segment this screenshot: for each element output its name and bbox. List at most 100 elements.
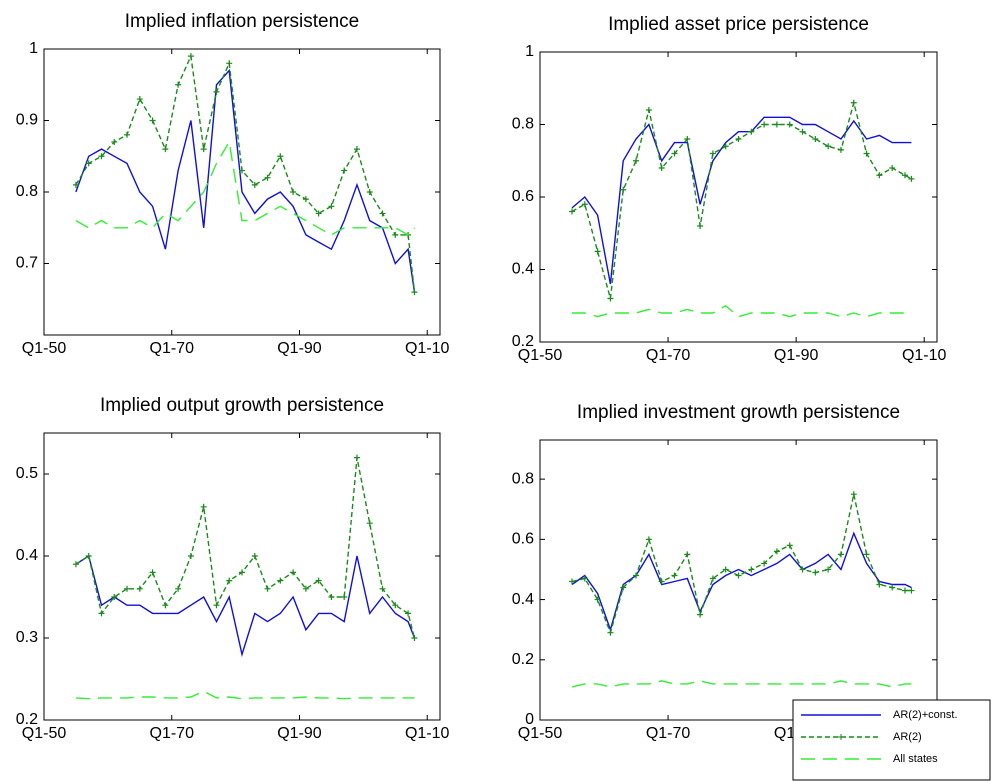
series-marker: [850, 491, 857, 498]
series-marker: [85, 160, 92, 167]
series-line: [75, 139, 416, 236]
x-tick-label: Q1-50: [22, 340, 67, 357]
series-marker: [405, 610, 412, 617]
series-marker: [786, 542, 793, 549]
series-marker: [908, 175, 915, 182]
series-marker: [226, 60, 233, 67]
series-marker: [748, 566, 755, 573]
chart-title: Implied inflation persistence: [125, 11, 359, 32]
x-tick-label: Q1-90: [277, 725, 322, 742]
series-marker: [111, 138, 118, 145]
chart-title: Implied asset price persistence: [608, 14, 869, 35]
series-line: [571, 100, 912, 299]
series-marker: [671, 572, 678, 579]
series-marker: [569, 208, 576, 215]
series-marker: [799, 566, 806, 573]
chart-title: Implied investment growth persistence: [577, 402, 900, 423]
plot-area: [539, 51, 938, 343]
y-tick-label: 0.8: [16, 183, 38, 200]
series-marker: [684, 136, 691, 142]
series-marker: [825, 143, 832, 150]
x-tick-label: Q1-10: [902, 347, 947, 364]
series-marker: [226, 577, 233, 584]
series-marker: [302, 585, 309, 592]
series-line: [571, 494, 912, 635]
series-marker: [366, 520, 373, 527]
series-marker: [569, 578, 576, 585]
y-tick-label: 0.5: [16, 465, 38, 482]
series-marker: [850, 99, 857, 106]
series-marker: [341, 167, 348, 174]
series-marker: [594, 248, 601, 255]
y-tick-label: 0.8: [512, 116, 534, 133]
series-marker: [239, 167, 245, 174]
series-marker: [799, 128, 806, 135]
series-marker: [812, 569, 819, 576]
series-marker: [239, 569, 245, 576]
legend-marker: [838, 734, 844, 740]
x-tick-label: Q1-90: [774, 347, 819, 364]
series-marker: [251, 553, 258, 559]
series-marker: [908, 587, 915, 594]
series-marker: [136, 96, 143, 103]
series-marker: [290, 189, 297, 195]
series-marker: [581, 575, 588, 582]
series-line: [75, 68, 416, 293]
x-tick-label: Q1-50: [518, 347, 563, 364]
x-tick-label: Q1-50: [518, 725, 563, 742]
series-marker: [290, 569, 297, 576]
series-marker: [633, 572, 640, 579]
series-marker: [187, 53, 194, 60]
series-marker: [411, 635, 418, 641]
series-marker: [136, 585, 143, 592]
series-marker: [149, 569, 156, 576]
series-marker: [277, 577, 284, 584]
series-marker: [72, 561, 79, 568]
series-line: [75, 457, 416, 639]
series-marker: [684, 551, 691, 558]
series-marker: [697, 223, 704, 229]
x-tick-label: Q1-70: [646, 347, 691, 364]
series-marker: [633, 157, 640, 164]
series-marker: [645, 536, 652, 543]
series-marker: [645, 107, 652, 113]
legend: AR(2)+const. AR(2) All states: [792, 699, 991, 781]
series-marker: [264, 585, 271, 592]
series-marker: [837, 146, 844, 153]
chart-title: Implied output growth persistence: [100, 395, 384, 416]
series-marker: [722, 566, 729, 573]
series-marker: [213, 602, 220, 609]
series-marker: [735, 136, 742, 142]
series-marker: [187, 553, 194, 559]
series-marker: [353, 454, 360, 461]
series-line: [571, 680, 912, 688]
series-marker: [175, 585, 182, 592]
series-marker: [863, 551, 870, 558]
series-line: [572, 304, 912, 318]
x-tick-label: Q1-70: [150, 340, 195, 357]
series-marker: [620, 186, 627, 193]
series-marker: [98, 610, 105, 617]
series-marker: [786, 121, 793, 128]
y-tick-label: 0.9: [16, 112, 38, 129]
series-marker: [162, 602, 169, 609]
series-line: [75, 554, 416, 658]
y-tick-label: 0.2: [512, 651, 534, 668]
series-marker: [889, 584, 896, 591]
legend-label: AR(2): [893, 731, 922, 743]
y-tick-label: 0: [525, 711, 534, 728]
series-marker: [124, 131, 131, 138]
series-marker: [175, 81, 182, 88]
series-marker: [149, 117, 156, 124]
series-marker: [315, 210, 322, 217]
x-tick-label: Q1-90: [277, 340, 322, 357]
y-tick-label: 1: [29, 40, 38, 57]
series-marker: [620, 584, 627, 591]
series-marker: [658, 578, 665, 585]
series-marker: [735, 572, 742, 579]
series-marker: [111, 594, 118, 600]
series-marker: [901, 172, 908, 179]
legend-label: All states: [893, 753, 938, 765]
x-tick-label: Q1-50: [22, 725, 67, 742]
